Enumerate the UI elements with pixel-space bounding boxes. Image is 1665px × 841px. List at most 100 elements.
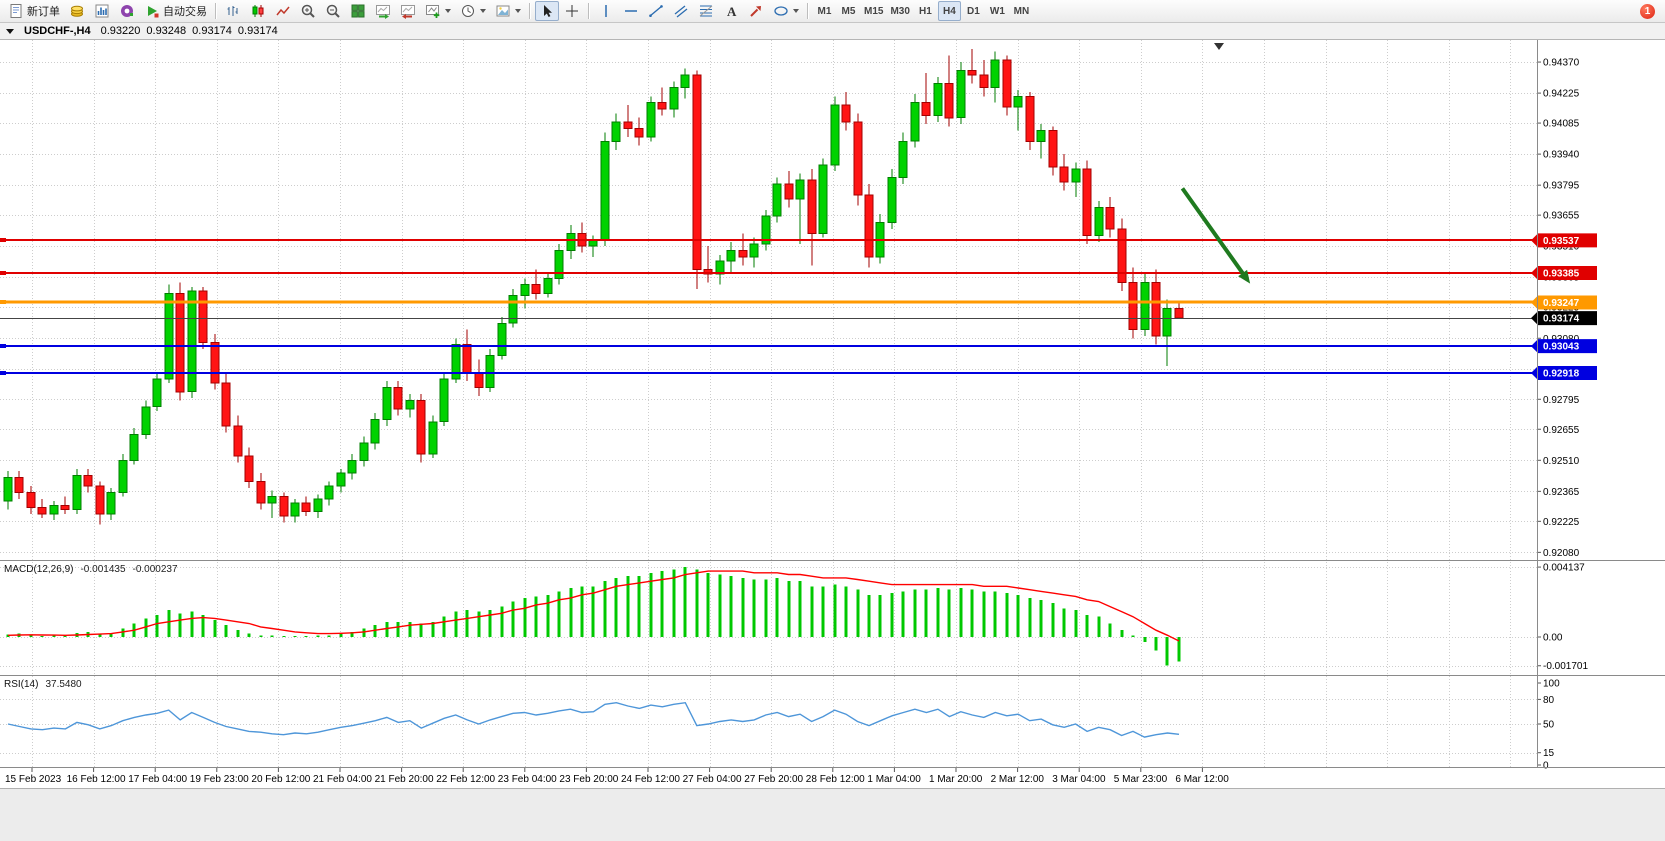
timeframe-w1-button[interactable]: W1 [986, 1, 1009, 21]
svg-text:19 Feb 23:00: 19 Feb 23:00 [190, 774, 249, 785]
svg-text:A: A [727, 4, 737, 19]
channel-button[interactable] [669, 1, 693, 21]
svg-text:0.92795: 0.92795 [1543, 395, 1580, 406]
chart-canvas[interactable]: 0.94370 0.94225 0.94085 0.93940 0.93795 0.936… [0, 40, 1665, 788]
tile-windows-icon [351, 4, 365, 18]
timeframe-m5-button[interactable]: M5 [837, 1, 860, 21]
bar-chart-button[interactable] [221, 1, 245, 21]
svg-text:22 Feb 12:00: 22 Feb 12:00 [436, 774, 495, 785]
svg-text:15: 15 [1543, 748, 1555, 759]
svg-text:0.004137: 0.004137 [1543, 563, 1585, 574]
shapes-button[interactable] [769, 1, 803, 21]
chart-menu-icon[interactable] [6, 28, 14, 34]
text-tool-icon: A [727, 4, 737, 19]
timeframe-h4-button[interactable]: H4 [937, 1, 961, 21]
crosshair-button[interactable] [560, 1, 584, 21]
rsi-label: RSI(14) 37.5480 [4, 679, 82, 690]
chart-shift-icon [401, 5, 415, 19]
svg-text:0.94085: 0.94085 [1543, 119, 1580, 130]
rsi-line [7, 701, 1180, 738]
toolbar-separator [215, 3, 217, 19]
svg-text:0.93655: 0.93655 [1543, 211, 1580, 222]
svg-text:20 Feb 12:00: 20 Feb 12:00 [251, 774, 310, 785]
bar-chart-icon [227, 6, 238, 16]
horizontal-lines[interactable] [0, 238, 1537, 375]
svg-text:2 Mar 12:00: 2 Mar 12:00 [991, 774, 1045, 785]
svg-text:-0.001701: -0.001701 [1543, 661, 1588, 672]
ohlc-close: 0.93174 [237, 25, 278, 37]
timeframe-m1-button[interactable]: M1 [813, 1, 836, 21]
auto-scroll-button[interactable] [371, 1, 395, 21]
svg-text:0.93174: 0.93174 [1543, 314, 1580, 325]
dropdown-caret [480, 9, 486, 13]
price-tag: 0.93537 [1531, 233, 1597, 248]
cursor-button[interactable] [535, 1, 559, 21]
zoom-out-button[interactable] [321, 1, 345, 21]
gold-button[interactable] [65, 1, 89, 21]
line-chart-button[interactable] [271, 1, 295, 21]
line-chart-icon [276, 6, 290, 16]
timeframe-m15-button[interactable]: M15 [861, 1, 886, 21]
vertical-line-icon [605, 5, 607, 17]
svg-text:0.94370: 0.94370 [1543, 58, 1580, 69]
svg-text:50: 50 [1543, 720, 1555, 731]
macd-signal-value: -0.000237 [132, 564, 178, 575]
svg-text:28 Feb 12:00: 28 Feb 12:00 [806, 774, 865, 785]
time-axis: 15 Feb 2023 16 Feb 12:00 17 Feb 04:00 19 Fe… [5, 768, 1229, 785]
fibonacci-icon [699, 5, 713, 17]
candlestick-button[interactable] [246, 1, 270, 21]
vertical-line-button[interactable] [594, 1, 618, 21]
arrows-tool-button[interactable] [744, 1, 768, 21]
timeframe-mn-button[interactable]: MN [1010, 1, 1033, 21]
svg-text:0.92655: 0.92655 [1543, 425, 1580, 436]
grid [0, 40, 1537, 767]
ohlc-open: 0.93220 [100, 25, 141, 37]
timeframe-h1-button[interactable]: H1 [914, 1, 937, 21]
dropdown-caret [445, 9, 451, 13]
trend-arrow[interactable] [1180, 187, 1245, 275]
svg-text:27 Feb 20:00: 27 Feb 20:00 [744, 774, 803, 785]
svg-text:5 Mar 23:00: 5 Mar 23:00 [1114, 774, 1168, 785]
candlestick-icon [252, 5, 264, 17]
text-tool-button[interactable]: A [719, 1, 743, 21]
svg-text:0.93385: 0.93385 [1543, 268, 1580, 279]
chart-shift-marker[interactable] [1214, 43, 1224, 50]
trendline-button[interactable] [644, 1, 668, 21]
svg-text:1 Mar 04:00: 1 Mar 04:00 [867, 774, 921, 785]
svg-text:21 Feb 20:00: 21 Feb 20:00 [375, 774, 434, 785]
chart-window-icon [95, 4, 109, 18]
timeframe-m30-button[interactable]: M30 [887, 1, 912, 21]
indicators-button[interactable] [421, 1, 455, 21]
notification-badge[interactable]: 1 [1640, 3, 1655, 19]
zoom-in-button[interactable] [296, 1, 320, 21]
chart-window-button[interactable] [90, 1, 114, 21]
channel-icon [674, 5, 688, 18]
candles [3, 49, 1184, 525]
fibonacci-button[interactable] [694, 1, 718, 21]
dropdown-caret [793, 9, 799, 13]
svg-text:27 Feb 04:00: 27 Feb 04:00 [683, 774, 742, 785]
horizontal-line-icon [625, 10, 637, 12]
svg-text:0: 0 [1543, 761, 1549, 772]
shapes-icon [774, 6, 788, 16]
chart-shift-button[interactable] [396, 1, 420, 21]
auto-trading-button[interactable]: 自动交易 [140, 1, 211, 21]
market-watch-button[interactable] [115, 1, 139, 21]
main-toolbar: 新订单 自动交易 [0, 0, 1665, 23]
toolbar-separator [807, 3, 809, 19]
svg-text:0.94225: 0.94225 [1543, 89, 1580, 100]
cursor-icon [544, 5, 552, 17]
periods-button[interactable] [456, 1, 490, 21]
timeframe-d1-button[interactable]: D1 [962, 1, 985, 21]
ohlc-low: 0.93174 [192, 25, 232, 37]
pane-borders[interactable] [0, 40, 1665, 768]
new-order-label: 新订单 [27, 6, 60, 18]
auto-scroll-icon [376, 5, 390, 19]
svg-text:0.92365: 0.92365 [1543, 487, 1580, 498]
svg-text:100: 100 [1543, 679, 1560, 690]
horizontal-line-button[interactable] [619, 1, 643, 21]
templates-button[interactable] [491, 1, 525, 21]
tile-windows-button[interactable] [346, 1, 370, 21]
gold-icon [71, 5, 83, 17]
new-order-button[interactable]: 新订单 [4, 1, 64, 21]
